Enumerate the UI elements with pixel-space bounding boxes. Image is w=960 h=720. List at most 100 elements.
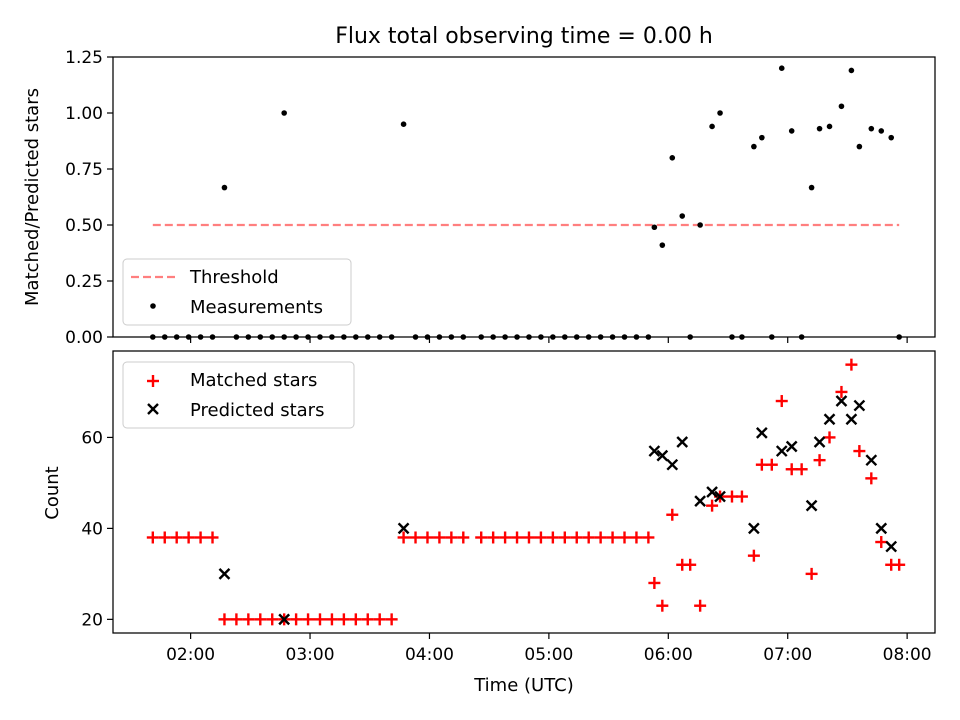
- matched-star-point: [747, 549, 760, 562]
- matched-star-point: [534, 531, 547, 544]
- bottom-y-axis-ticks: 20 40 60: [81, 428, 113, 630]
- matched-star-point: [823, 431, 836, 444]
- matched-star-point: [618, 531, 631, 544]
- predicted-star-point: [823, 413, 836, 426]
- matched-star-point: [146, 531, 159, 544]
- measurement-point: [868, 125, 875, 132]
- bottom-axes-frame: [112, 350, 936, 634]
- top-y-tick-label: 1.25: [65, 48, 103, 68]
- matched-star-point: [254, 613, 267, 626]
- matched-star-point: [656, 599, 669, 612]
- matched-star-point: [775, 395, 788, 408]
- predicted-star-point: [885, 540, 898, 553]
- matched-star-point: [835, 385, 848, 398]
- measurement-point: [848, 67, 855, 74]
- legend-measurements-swatch: [150, 303, 156, 309]
- matched-star-point: [325, 613, 338, 626]
- predicted-star-point: [813, 436, 826, 448]
- legend-matched-label: Matched stars: [190, 370, 317, 391]
- matched-star-point: [630, 531, 643, 544]
- predicted-star-point: [875, 522, 888, 535]
- matched-star-point: [706, 499, 719, 512]
- matched-star-point: [218, 613, 231, 626]
- matched-star-point: [337, 613, 350, 626]
- matched-star-point: [361, 613, 374, 626]
- measurement-point: [679, 213, 686, 219]
- bottom-x-axis-ticks: 02:00 03:00 04:00 05:00 06:00 07:00 08:00: [166, 633, 932, 665]
- matched-star-point: [813, 454, 826, 467]
- legend-measurements-label: Measurements: [190, 297, 323, 318]
- matched-star-point: [397, 531, 410, 544]
- matched-star-point: [865, 472, 878, 485]
- predicted-star-point: [805, 499, 818, 512]
- top-y-axis-label: Matched/Predicted stars: [22, 88, 43, 306]
- matched-star-point: [385, 613, 398, 626]
- bottom-y-axis-label: Count: [42, 466, 63, 519]
- bottom-plot-area: [146, 358, 906, 626]
- measurement-point: [808, 184, 815, 191]
- bottom-x-axis-label: Time (UTC): [473, 675, 574, 696]
- top-y-tick-label: 1.00: [65, 104, 103, 124]
- matched-star-point: [349, 613, 362, 626]
- predicted-star-point: [278, 613, 291, 626]
- bottom-x-tick-label: 08:00: [883, 645, 932, 665]
- predicted-star-point: [853, 399, 866, 412]
- matched-star-point: [666, 508, 679, 521]
- matched-star-point: [853, 445, 866, 458]
- chart-title: Flux total observing time = 0.00 h: [335, 24, 713, 49]
- top-y-axis-ticks: 0.00 0.25 0.50 0.75 1.00 1.25: [65, 48, 113, 348]
- legend-matched-swatch: [147, 375, 159, 387]
- predicted-star-point: [865, 454, 878, 467]
- matched-star-point: [570, 531, 583, 544]
- bottom-panel: 20 40 60 02:00 03:00 04:00 05:00 06:00 07:00 08:…: [42, 350, 936, 696]
- matched-star-point: [499, 531, 512, 544]
- measurement-point: [759, 134, 765, 141]
- matched-star-point: [182, 531, 195, 544]
- predicted-star-point: [656, 449, 669, 462]
- matched-star-point: [433, 531, 446, 544]
- measurement-point: [816, 125, 823, 132]
- matched-star-point: [735, 490, 748, 503]
- matched-star-point: [457, 531, 470, 544]
- predicted-star-point: [397, 522, 410, 535]
- bottom-x-tick-label: 03:00: [286, 645, 335, 665]
- top-panel: 0.00 0.25 0.50 0.75 1.00 1.25 Matched/Predict…: [22, 48, 936, 348]
- measurement-point: [281, 110, 287, 116]
- measurement-point: [751, 143, 757, 150]
- measurement-point: [838, 103, 845, 110]
- top-legend: Threshold Measurements: [122, 258, 352, 326]
- matched-star-point: [421, 531, 434, 544]
- measurement-point: [717, 110, 723, 116]
- bottom-y-tick-label: 20: [81, 610, 103, 630]
- matched-star-point: [206, 531, 219, 544]
- matched-star-point: [642, 531, 655, 544]
- matched-star-point: [487, 531, 500, 544]
- top-x-axis-ticks: [190, 337, 908, 343]
- matched-star-point: [845, 358, 858, 371]
- matched-star-point: [694, 599, 707, 612]
- measurement-point: [878, 128, 885, 134]
- matched-star-point: [684, 558, 697, 571]
- predicted-star-point: [218, 568, 231, 580]
- matched-star-point: [893, 558, 906, 571]
- legend-threshold-label: Threshold: [189, 267, 279, 288]
- measurement-point: [697, 222, 703, 228]
- bottom-y-tick-label: 60: [81, 428, 103, 448]
- measurement-point: [888, 134, 895, 141]
- predicted-star-point: [714, 490, 726, 503]
- matched-star-point: [266, 613, 279, 626]
- matched-star-point: [558, 531, 571, 544]
- measurement-point: [778, 65, 785, 71]
- matched-star-point: [194, 531, 207, 544]
- matched-star-point: [511, 531, 524, 544]
- predicted-star-point: [748, 522, 760, 535]
- bottom-x-tick-label: 04:00: [405, 645, 454, 665]
- matched-star-point: [648, 576, 661, 589]
- matched-star-point: [765, 458, 778, 471]
- matched-star-point: [795, 463, 808, 476]
- matched-star-point: [875, 536, 888, 549]
- measurement-point: [788, 128, 795, 134]
- top-axes-frame: [112, 56, 936, 338]
- matched-star-point: [158, 531, 171, 544]
